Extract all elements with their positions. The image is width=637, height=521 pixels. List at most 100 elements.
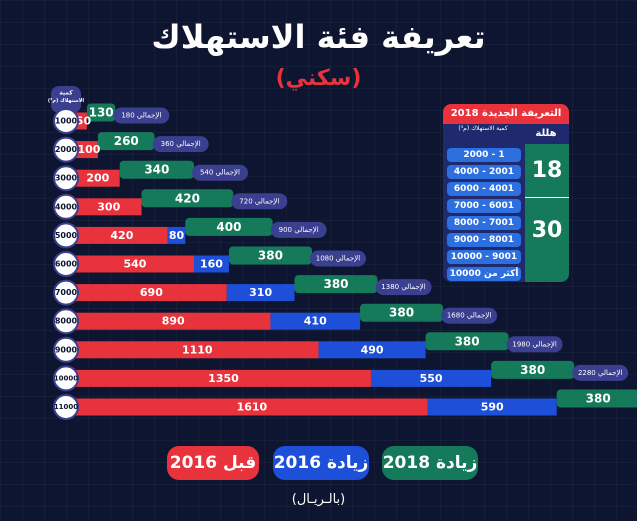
label-increase-2016: 550 [420,372,443,385]
total-label: الإجمالي 2280 [578,369,623,377]
tariff-range: 1 - 2000 [447,148,521,162]
label-before-2016: 890 [162,315,185,328]
category-label: 1000 [55,117,78,126]
category-circle [53,365,79,392]
category-circle [53,165,79,192]
bar-increase-2016 [427,398,557,416]
page-title: تعريفة فئة الاستهلاك [151,18,486,56]
bar-increase-2018 [97,132,155,151]
bar-increase-2018 [360,303,444,322]
total-label: الإجمالي 360 [161,140,201,148]
label-before-2016: 100 [77,143,100,156]
currency-note: (بالـريـال) [291,492,346,507]
column-header-text: كمية [59,90,73,97]
category-circle [53,394,79,420]
total-pill [441,307,498,324]
legend-increase-2016: زيادة 2016 [273,446,369,480]
category-circle [53,279,79,306]
label-increase-2018: 260 [114,134,139,148]
bar-increase-2018 [228,246,312,265]
label-before-2016: 1350 [208,372,239,385]
total-pill [191,164,248,181]
category-circle [53,136,79,163]
category-label: 10000 [54,374,78,382]
label-increase-2016: 80 [169,229,185,242]
category-circle [53,336,79,363]
category-label: 9000 [55,345,78,354]
tariff-range: 7001 - 8000 [447,216,521,230]
category-label: 5000 [55,231,78,240]
tariff-rate-divider [525,197,569,198]
bar-before-2016 [76,341,319,359]
total-pill [375,279,432,296]
tariff-ranges: 1 - 2000 2001 - 4000 4001 - 6000 6001 - … [443,144,525,282]
label-before-2016: 420 [110,229,133,242]
column-header-pill [51,86,81,113]
bar-increase-2018 [86,103,116,122]
tariff-col-quantity: كمية الاستهلاك (م³) [458,125,508,132]
bar-increase-2018 [119,160,194,179]
label-increase-2016: 160 [200,258,223,271]
total-pill [572,364,629,381]
bar-increase-2018 [294,275,378,294]
category-label: 6000 [55,260,78,269]
bar-before-2016 [76,112,87,130]
bar-increase-2018 [425,332,509,351]
label-increase-2016: 410 [304,315,327,328]
legend-increase-2018: زيادة 2018 [382,446,478,480]
label-increase-2018: 380 [520,363,545,377]
total-pill [270,221,327,238]
category-label: 8000 [55,317,78,326]
total-label: الإجمالي 180 [121,112,161,120]
bar-before-2016 [76,284,227,302]
label-before-2016: 690 [140,286,163,299]
bar-increase-2016 [370,369,492,387]
category-circle [53,193,79,220]
label-increase-2016: 590 [481,401,504,414]
tariff-col-rate: هللة [535,128,557,139]
label-before-2016: 200 [86,172,109,185]
label-increase-2018: 400 [216,220,241,234]
category-circle [53,222,79,249]
bar-before-2016 [76,141,98,159]
bar-increase-2016 [318,341,426,359]
label-increase-2016: 310 [249,286,272,299]
legend-before-2016: قبل 2016 [167,446,259,480]
total-label: الإجمالي 900 [279,226,319,234]
total-label: الإجمالي 1680 [447,312,492,320]
total-pill [506,336,563,353]
bar-before-2016 [76,198,142,216]
column-header-text: الاستهلاك (م³) [48,98,85,104]
bar-increase-2018 [491,360,575,379]
label-increase-2018: 130 [89,106,114,120]
bar-increase-2016 [226,284,295,302]
label-increase-2018: 380 [323,277,348,291]
category-label: 11000 [54,403,78,411]
bar-before-2016 [76,312,271,330]
bar-increase-2016 [167,226,186,244]
label-increase-2018: 380 [389,306,414,320]
bar-before-2016 [76,255,194,273]
tariff-range: أكثر من 10000 [447,267,521,281]
tariff-rate-low: 18 [531,158,563,183]
bar-before-2016 [76,398,428,416]
total-label: الإجمالي 1380 [381,283,426,291]
total-label: الإجمالي 540 [200,169,240,177]
total-label: الإجمالي 1080 [316,255,361,263]
label-increase-2018: 380 [586,392,611,406]
category-circle [53,308,79,335]
label-before-2016: 1610 [237,401,268,414]
tariff-range: 2001 - 4000 [447,165,521,179]
label-increase-2018: 340 [144,163,169,177]
bar-increase-2018 [185,217,273,236]
tariff-range: 6001 - 7000 [447,199,521,213]
total-pill [231,193,288,210]
tariff-range: 4001 - 6000 [447,182,521,196]
total-pill [309,250,366,267]
label-before-2016: 1110 [182,343,213,356]
category-label: 3000 [55,174,78,183]
bar-increase-2016 [270,312,361,330]
bar-before-2016 [76,169,120,187]
tariff-range: 9001 - 10000 [447,250,521,264]
category-label: 4000 [55,202,78,211]
